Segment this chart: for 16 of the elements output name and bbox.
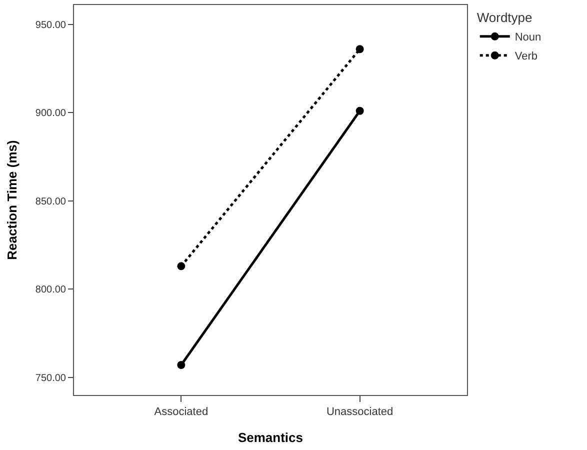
y-tick-label: 750.00 (35, 372, 66, 384)
point (177, 262, 186, 270)
x-axis-title: Semantics (238, 430, 304, 445)
point (356, 106, 364, 115)
point (356, 45, 364, 54)
legend-title: Wordtype (476, 10, 532, 25)
x-tick-label: Associated (154, 406, 208, 418)
x-tick-label: Unassociated (326, 406, 394, 418)
point (177, 361, 186, 369)
legend-label: Noun (514, 32, 542, 44)
legend-label: Verb (514, 50, 538, 63)
y-tick-label: 950.00 (35, 20, 66, 31)
y-tick-label: 850.00 (35, 196, 66, 208)
y-tick-label: 800.00 (35, 284, 66, 296)
y-axis-title: Reaction Time (ms) (4, 140, 20, 260)
y-tick-label: 900.00 (35, 108, 66, 120)
